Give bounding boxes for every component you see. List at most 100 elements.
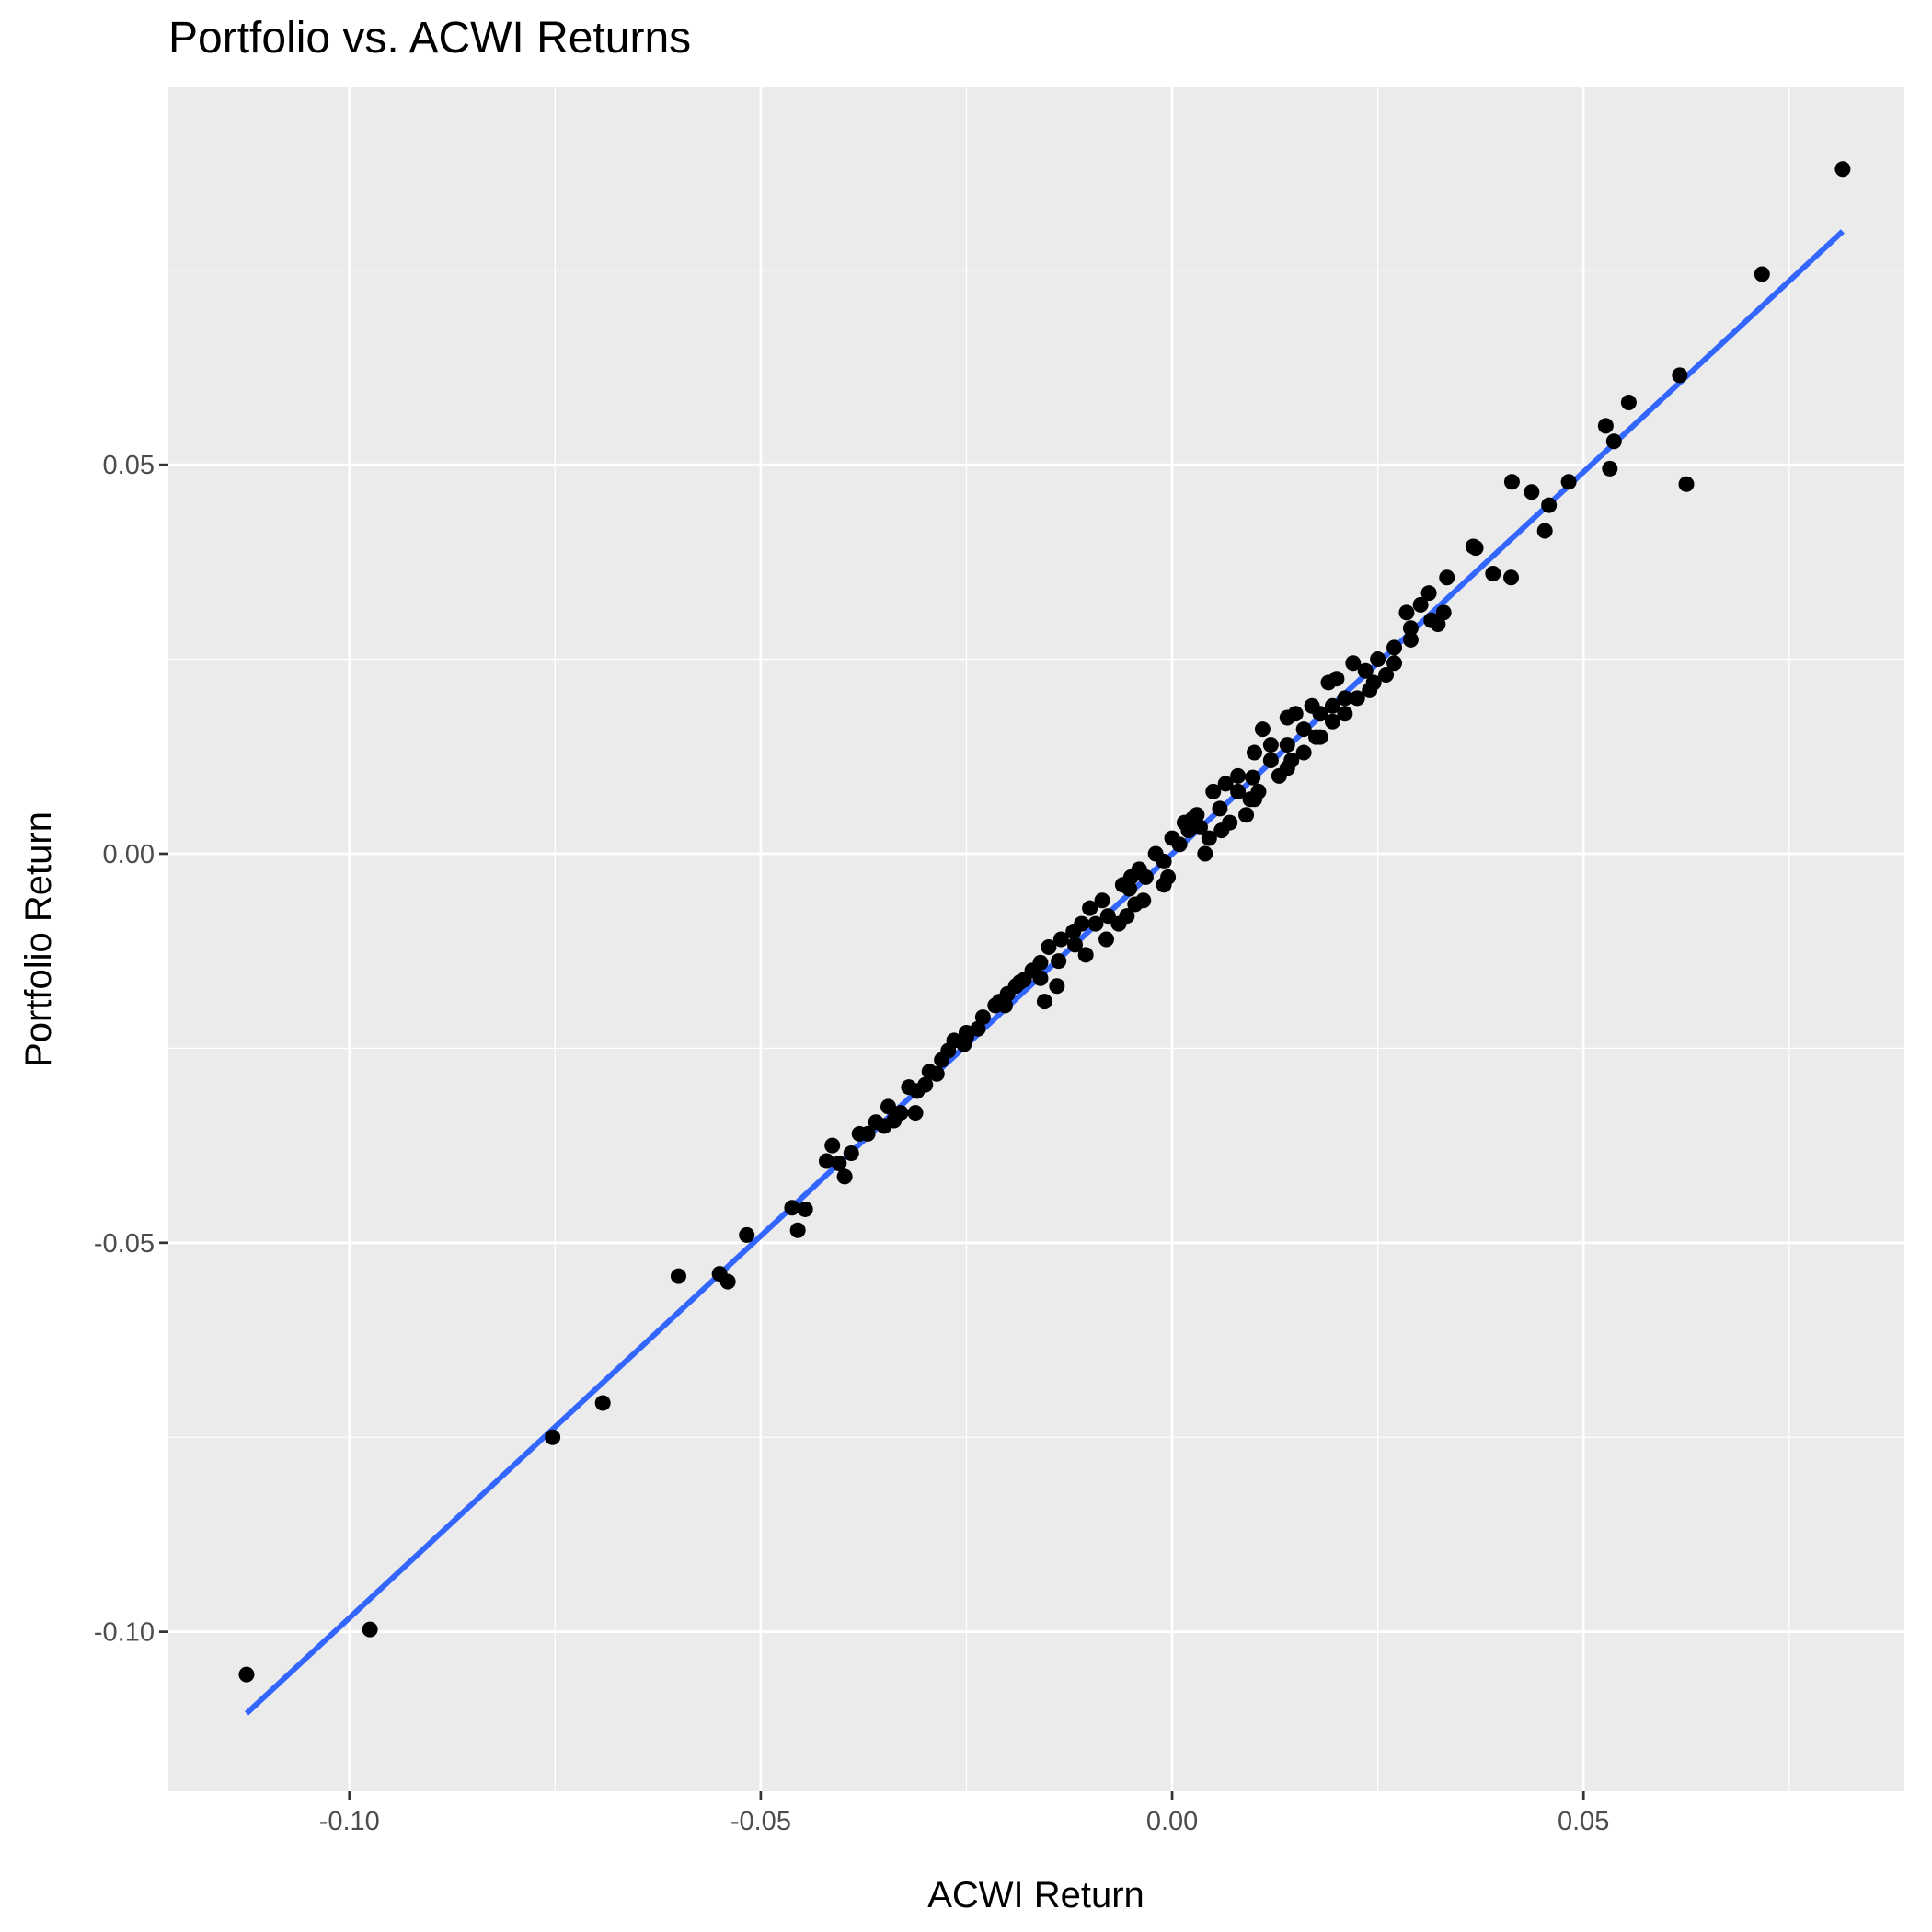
data-point xyxy=(1119,908,1135,925)
data-point xyxy=(843,1145,859,1162)
data-point xyxy=(824,1137,841,1154)
data-point xyxy=(1067,937,1084,953)
data-point xyxy=(1560,474,1577,490)
data-point xyxy=(1597,418,1614,434)
data-point xyxy=(1349,690,1365,707)
data-point xyxy=(880,1098,897,1115)
data-point xyxy=(1262,752,1279,768)
data-point xyxy=(818,1153,834,1169)
data-point xyxy=(238,1666,255,1683)
data-point xyxy=(1127,896,1144,913)
data-point xyxy=(907,1105,924,1121)
data-point xyxy=(1238,807,1255,823)
data-point xyxy=(958,1029,974,1045)
data-point xyxy=(1602,460,1618,477)
data-point xyxy=(1230,783,1247,799)
data-point xyxy=(1184,811,1201,827)
data-point xyxy=(1041,938,1057,955)
data-point xyxy=(1620,394,1637,410)
data-point xyxy=(1024,962,1041,979)
data-point xyxy=(1430,616,1446,633)
data-point xyxy=(1439,569,1455,586)
data-point xyxy=(1324,713,1340,730)
data-point xyxy=(1320,674,1337,691)
data-point xyxy=(1212,800,1228,817)
data-point xyxy=(1082,900,1098,916)
data-point xyxy=(921,1064,937,1080)
y-tick-label: 0.05 xyxy=(103,451,155,480)
data-point xyxy=(1051,953,1067,970)
data-point xyxy=(868,1114,884,1131)
data-point xyxy=(362,1621,378,1638)
data-point xyxy=(1834,161,1851,178)
data-point xyxy=(1164,830,1180,846)
data-point xyxy=(1605,433,1622,450)
data-point xyxy=(1147,845,1164,862)
data-point xyxy=(1036,994,1052,1010)
plot-panel xyxy=(168,87,1904,1791)
data-point xyxy=(1357,662,1374,679)
data-point xyxy=(1230,767,1247,784)
x-axis: -0.10 -0.05 0.00 0.05 xyxy=(319,1791,1609,1836)
data-point xyxy=(1398,604,1415,621)
data-point xyxy=(1324,697,1340,714)
data-point xyxy=(1672,367,1688,384)
y-tick-label: -0.05 xyxy=(94,1229,155,1259)
data-point xyxy=(1295,744,1312,761)
data-point xyxy=(784,1200,800,1216)
data-point xyxy=(851,1125,868,1142)
data-point xyxy=(1049,978,1065,995)
data-point xyxy=(1205,783,1222,799)
data-point xyxy=(739,1226,755,1243)
data-point xyxy=(1094,892,1110,909)
data-point xyxy=(1087,915,1104,932)
data-point xyxy=(670,1268,686,1284)
data-point xyxy=(1370,651,1386,668)
data-point xyxy=(1217,776,1234,792)
data-point xyxy=(1386,639,1403,656)
data-point xyxy=(789,1222,806,1238)
data-point xyxy=(1213,822,1230,839)
data-point xyxy=(1279,737,1295,753)
data-point xyxy=(1337,706,1353,722)
data-point xyxy=(797,1201,813,1217)
data-point xyxy=(594,1395,611,1411)
data-point xyxy=(934,1052,950,1068)
data-point xyxy=(1065,924,1082,940)
data-point xyxy=(1503,569,1520,586)
data-point xyxy=(1485,566,1501,582)
data-point xyxy=(987,997,1004,1014)
data-point xyxy=(1678,476,1695,492)
data-point xyxy=(1378,666,1395,683)
y-axis: -0.10 -0.05 0.00 0.05 xyxy=(94,451,168,1648)
data-point xyxy=(1365,674,1382,691)
x-tick-label: 0.05 xyxy=(1558,1807,1609,1836)
y-axis-title: Portfolio Return xyxy=(18,811,59,1067)
data-point xyxy=(1012,974,1029,991)
data-point xyxy=(1122,868,1139,885)
data-point xyxy=(1254,721,1271,738)
data-point xyxy=(1402,620,1419,637)
chart-title: Portfolio vs. ACWI Returns xyxy=(168,14,692,63)
data-point xyxy=(1536,523,1553,539)
y-tick-label: 0.00 xyxy=(103,840,155,869)
data-point xyxy=(1160,868,1177,885)
x-tick-label: -0.05 xyxy=(730,1807,791,1836)
data-point xyxy=(1262,737,1279,753)
data-point xyxy=(1467,540,1484,557)
data-point xyxy=(1386,655,1403,672)
data-point xyxy=(1295,721,1312,738)
data-point xyxy=(1337,690,1353,707)
data-point xyxy=(1098,931,1115,948)
data-point xyxy=(1503,474,1520,490)
data-point xyxy=(1345,655,1362,672)
data-point xyxy=(901,1079,917,1096)
data-point xyxy=(719,1273,736,1290)
data-point xyxy=(1201,830,1217,846)
data-point xyxy=(1402,631,1419,648)
data-point xyxy=(836,1168,853,1185)
minor-gridlines xyxy=(168,87,1904,1791)
x-tick-label: -0.10 xyxy=(319,1807,380,1836)
data-point xyxy=(1541,497,1558,513)
